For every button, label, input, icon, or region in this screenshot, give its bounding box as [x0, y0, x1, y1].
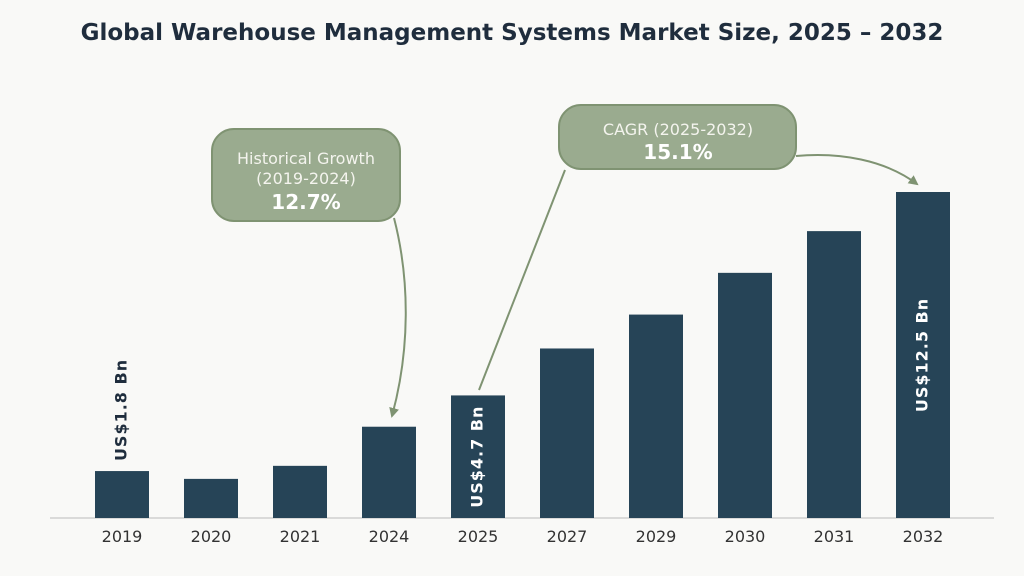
annotation-box	[558, 104, 797, 170]
bar-2020	[184, 478, 238, 518]
x-tick-label: 2029	[636, 527, 677, 546]
annotation-line1: CAGR (2025-2032)	[603, 120, 753, 139]
x-tick-label: 2031	[814, 527, 855, 546]
x-tick-label: 2024	[369, 527, 410, 546]
bar-data-label: US$1.8 Bn	[112, 359, 131, 461]
bar-2030	[718, 272, 772, 518]
bar-data-label: US$4.7 Bn	[468, 406, 487, 508]
bar-2027	[540, 348, 594, 518]
chart-title: Global Warehouse Management Systems Mark…	[81, 20, 944, 46]
bar-2025	[451, 395, 505, 518]
annotation-arrow	[389, 217, 407, 418]
annotation-cagr: CAGR (2025-2032) 15.1%	[478, 104, 919, 391]
annotation-connector	[478, 169, 566, 391]
x-tick-label: 2027	[547, 527, 588, 546]
annotation-box	[211, 128, 401, 222]
bar-2031	[807, 231, 861, 518]
x-tick-label: 2019	[102, 527, 143, 546]
annotation-arrow	[795, 154, 919, 186]
bar-2019	[95, 471, 149, 518]
x-tick-label: 2030	[725, 527, 766, 546]
bar-2029	[629, 314, 683, 518]
bar-data-label: US$12.5 Bn	[913, 298, 932, 412]
bar-2032	[896, 192, 950, 518]
annotation-historical-growth: Historical Growth (2019-2024) 12.7%	[211, 128, 407, 418]
x-tick-label: 2020	[191, 527, 232, 546]
x-tick-label: 2021	[280, 527, 321, 546]
annotation-value: 15.1%	[643, 140, 712, 164]
x-tick-label: 2025	[458, 527, 499, 546]
bar-2021	[273, 465, 327, 518]
bar-2024	[362, 426, 416, 518]
annotation-line1: Historical Growth	[237, 149, 375, 168]
annotation-line2: (2019-2024)	[256, 169, 356, 188]
annotation-value: 12.7%	[271, 190, 340, 214]
x-tick-label: 2032	[903, 527, 944, 546]
